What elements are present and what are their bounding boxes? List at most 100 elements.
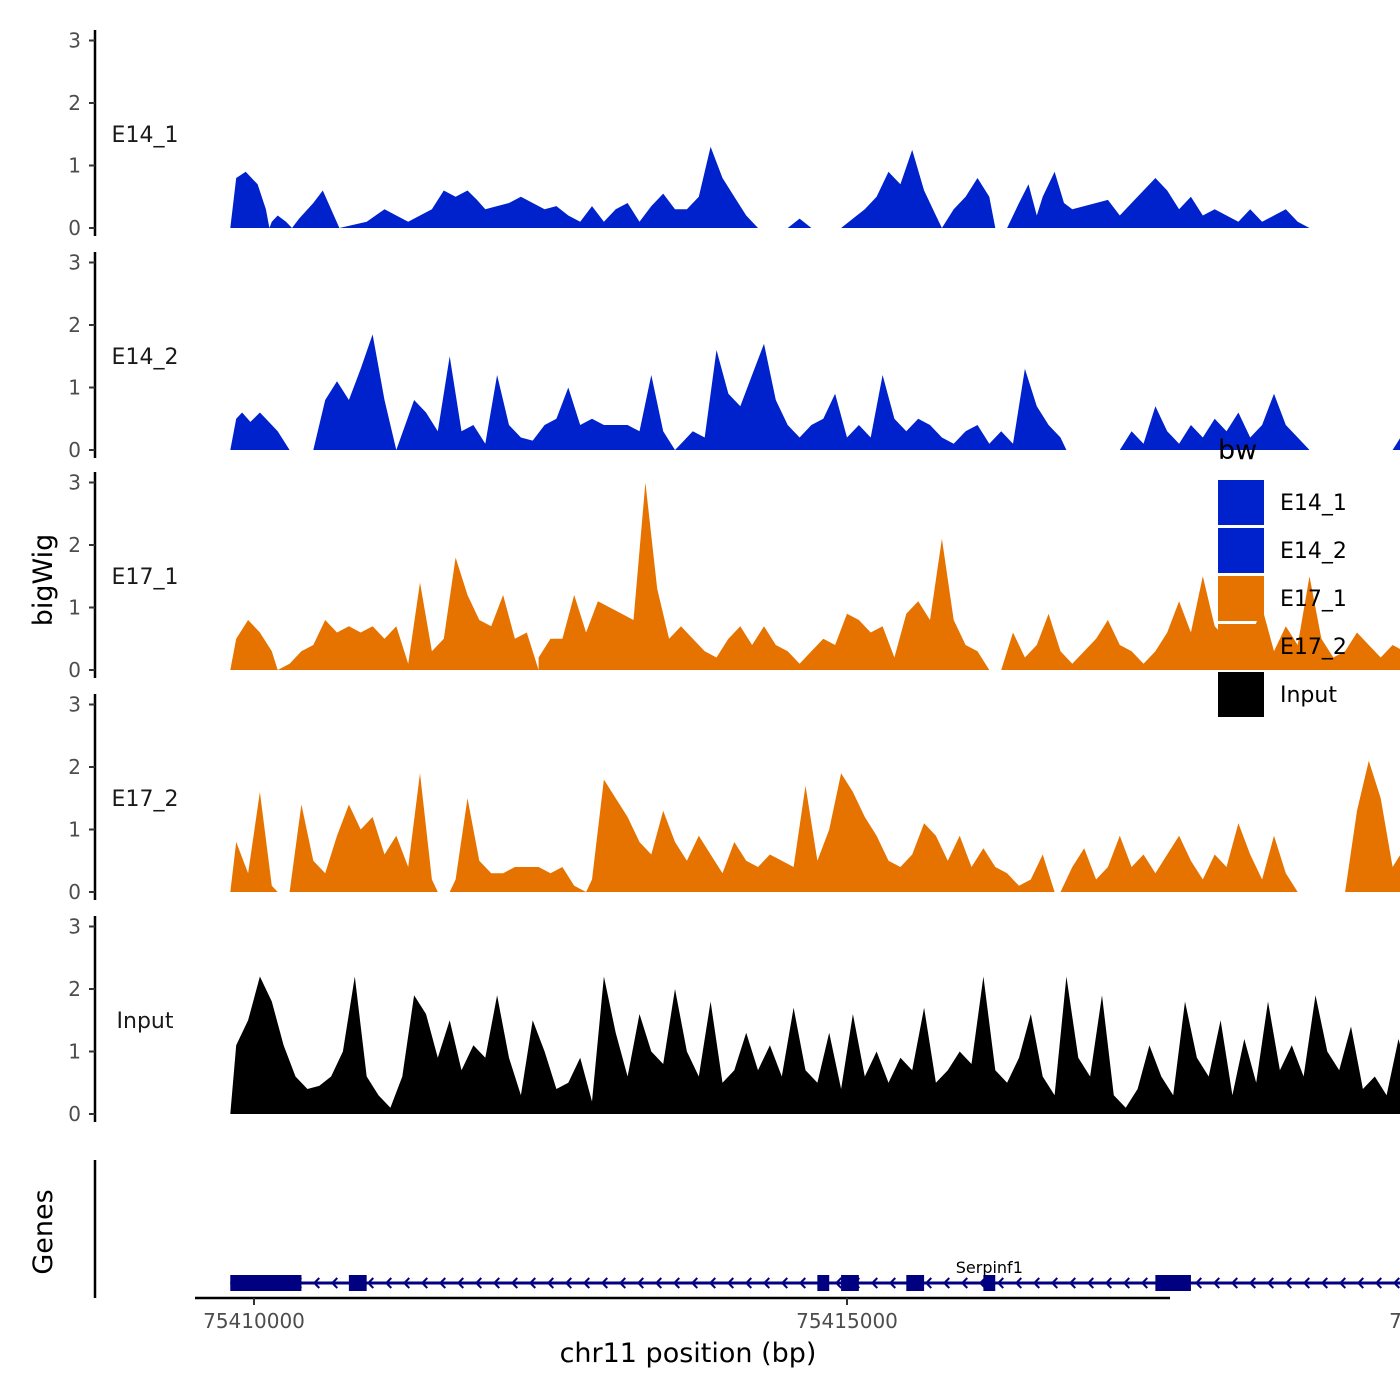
legend-swatch-E17_2 [1218, 624, 1264, 669]
gene-exon [817, 1275, 830, 1291]
y-tick-label: 1 [68, 818, 81, 842]
strand-chevron [1194, 1277, 1202, 1289]
y-tick-label: 0 [68, 1102, 81, 1126]
strand-chevron [690, 1277, 698, 1289]
y-tick-label: 0 [68, 438, 81, 462]
legend-swatch-Input [1218, 672, 1264, 717]
strand-chevron [798, 1277, 806, 1289]
strand-chevron [1302, 1277, 1310, 1289]
strand-chevron [384, 1277, 392, 1289]
track-label: E14_1 [112, 123, 179, 148]
track-label: Input [117, 1009, 174, 1034]
strand-chevron [564, 1277, 572, 1289]
legend-label-E17_1: E17_1 [1280, 587, 1347, 612]
genes-panel: Serpinf1Gm12336 [93, 1160, 1400, 1298]
strand-chevron [1266, 1277, 1274, 1289]
x-axis-title: chr11 position (bp) [560, 1338, 817, 1369]
y-tick-label: 2 [68, 91, 81, 115]
legend-label-E14_2: E14_2 [1280, 539, 1347, 564]
track-label: E17_2 [112, 787, 179, 812]
y-tick-label: 3 [68, 29, 81, 53]
area-E14_2 [230, 334, 1400, 450]
y-tick-label: 1 [68, 596, 81, 620]
y-tick-label: 0 [68, 216, 81, 240]
y-tick-label: 0 [68, 880, 81, 904]
track-E17_1: 0 1 2 3 E17_1 [68, 471, 1400, 682]
gene-Serpinf1: Serpinf1 [230, 1258, 1400, 1291]
y-tick-label: 2 [68, 977, 81, 1001]
strand-chevron [402, 1277, 410, 1289]
strand-chevron [456, 1277, 464, 1289]
gene-exon [983, 1275, 996, 1291]
strand-chevron [1320, 1277, 1328, 1289]
y-tick-label: 1 [68, 376, 81, 400]
y-tick-label: 0 [68, 658, 81, 682]
strand-chevron [834, 1277, 842, 1289]
area-E14_1 [230, 146, 1400, 228]
strand-chevron [654, 1277, 662, 1289]
strand-chevron [924, 1277, 932, 1289]
strand-chevron [942, 1277, 950, 1289]
strand-chevron [1392, 1277, 1400, 1289]
track-E14_1: 0 1 2 3 E14_1 [68, 29, 1400, 240]
strand-chevron [1014, 1277, 1022, 1289]
genes-axis-title: Genes [28, 1189, 59, 1274]
strand-chevron [1230, 1277, 1238, 1289]
strand-chevron [492, 1277, 500, 1289]
strand-chevron [1284, 1277, 1292, 1289]
gene-exon [841, 1275, 859, 1291]
tracks-panel: 0 1 2 3 E14_1 0 1 2 3 E14_2 0 1 2 3 E17_1 0 1 2 3 E17_2 0 1 2 3… [68, 29, 1400, 1126]
strand-chevron [1050, 1277, 1058, 1289]
strand-chevron [1356, 1277, 1364, 1289]
strand-chevron [1338, 1277, 1346, 1289]
track-E17_2: 0 1 2 3 E17_2 [68, 693, 1400, 904]
strand-chevron [708, 1277, 716, 1289]
gene-exon [906, 1275, 925, 1291]
strand-chevron [870, 1277, 878, 1289]
y-tick-label: 2 [68, 313, 81, 337]
track-Input: 0 1 2 3 Input [68, 915, 1400, 1126]
strand-chevron [546, 1277, 554, 1289]
strand-chevron [960, 1277, 968, 1289]
strand-chevron [1032, 1277, 1040, 1289]
strand-chevron [636, 1277, 644, 1289]
y-tick-label: 1 [68, 154, 81, 178]
y-tick-label: 3 [68, 471, 81, 495]
legend-label-Input: Input [1280, 683, 1337, 708]
strand-chevron [1248, 1277, 1256, 1289]
strand-chevron [1374, 1277, 1382, 1289]
gene-exon [230, 1275, 302, 1291]
strand-chevron [420, 1277, 428, 1289]
strand-chevron [780, 1277, 788, 1289]
strand-chevron [600, 1277, 608, 1289]
track-label: E17_1 [112, 565, 179, 590]
y-tick-label: 1 [68, 1040, 81, 1064]
legend-label-E17_2: E17_2 [1280, 635, 1347, 660]
strand-chevron [1122, 1277, 1130, 1289]
strand-chevron [1104, 1277, 1112, 1289]
y-tick-label: 2 [68, 755, 81, 779]
strand-chevron [528, 1277, 536, 1289]
legend-swatch-E17_1 [1218, 576, 1264, 621]
x-tick-label: 75410000 [203, 1309, 305, 1333]
legend-title: bw [1218, 435, 1257, 466]
x-axis: 75410000754150007542000075425000 [195, 1296, 1400, 1333]
strand-chevron [996, 1277, 1004, 1289]
y-tick-label: 2 [68, 533, 81, 557]
legend-swatch-E14_1 [1218, 480, 1264, 525]
strand-chevron [1068, 1277, 1076, 1289]
legend: bw E14_1 E14_2 E17_1 E17_2 Input [1218, 435, 1347, 717]
strand-chevron [366, 1277, 374, 1289]
strand-chevron [618, 1277, 626, 1289]
strand-chevron [672, 1277, 680, 1289]
strand-chevron [1212, 1277, 1220, 1289]
area-E17_2 [230, 760, 1400, 892]
track-E14_2: 0 1 2 3 E14_2 [68, 251, 1400, 462]
strand-chevron [582, 1277, 590, 1289]
strand-chevron [726, 1277, 734, 1289]
strand-chevron [744, 1277, 752, 1289]
y-tick-label: 3 [68, 915, 81, 939]
strand-chevron [330, 1277, 338, 1289]
y-tick-label: 3 [68, 693, 81, 717]
